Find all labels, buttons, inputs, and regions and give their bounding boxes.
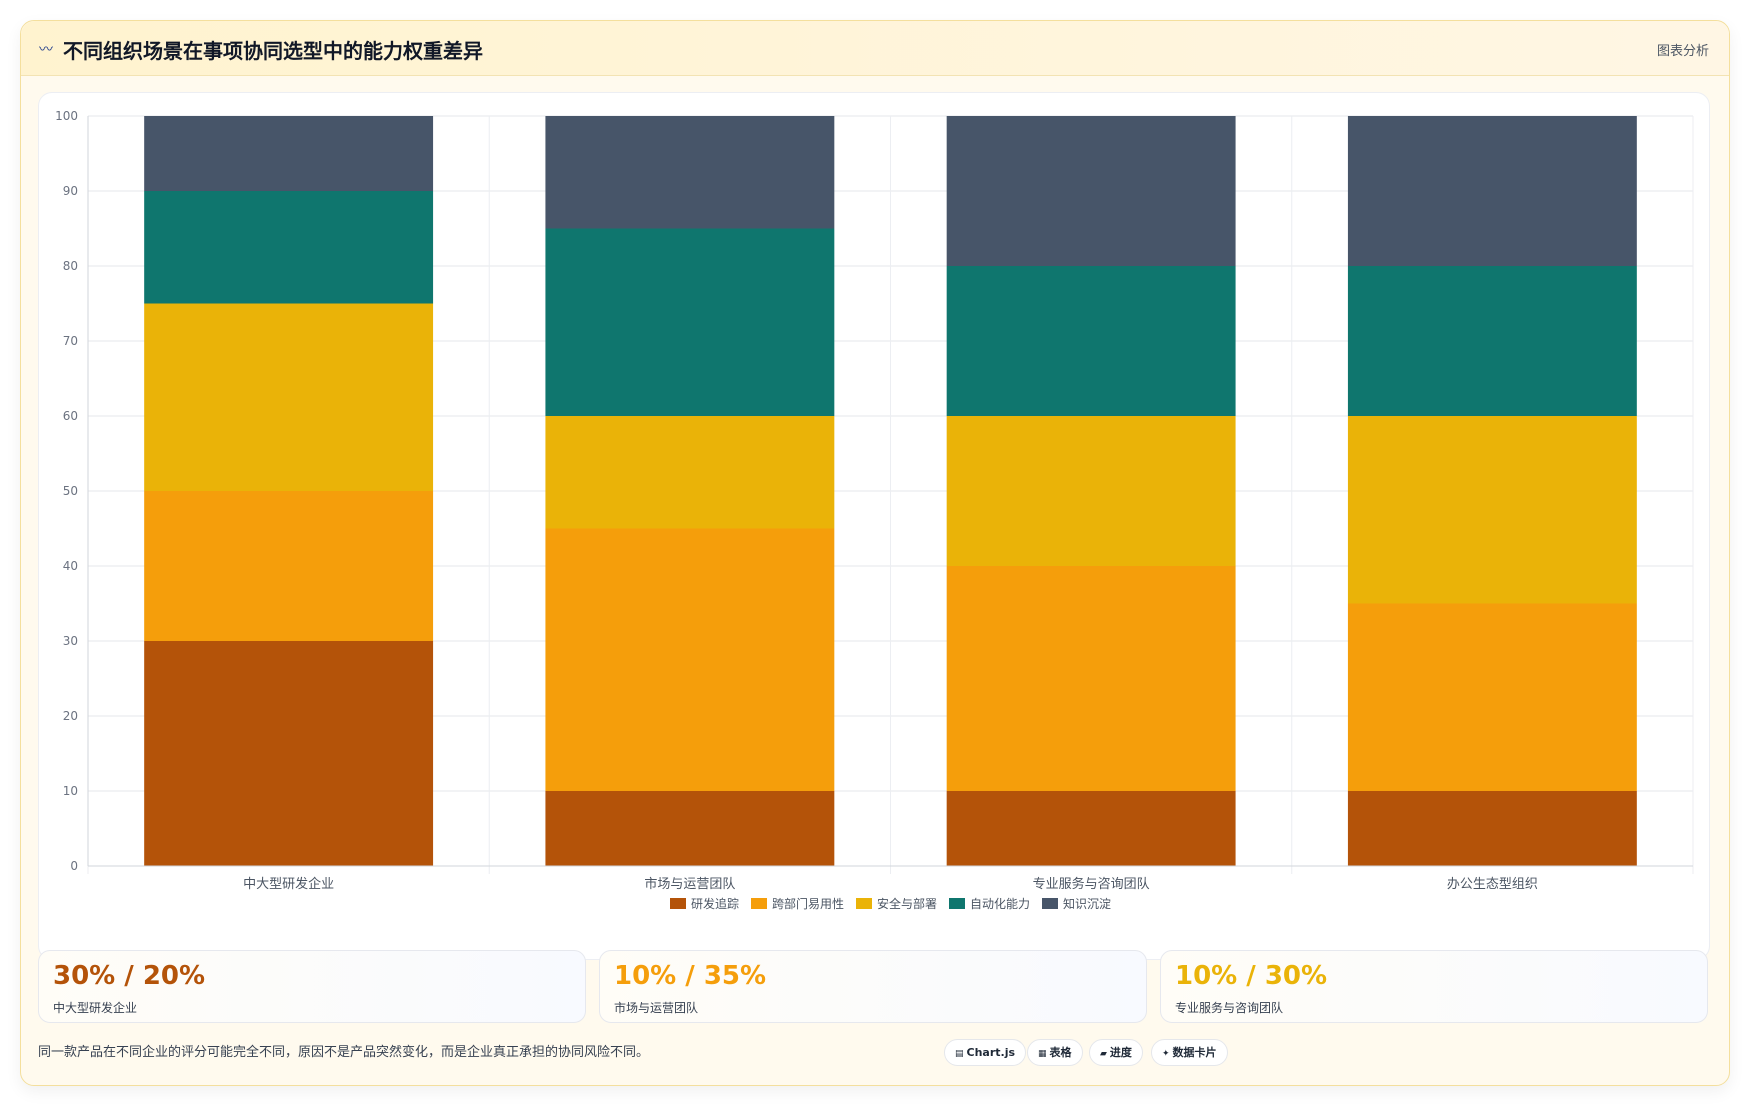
legend-label: 研发追踪	[691, 896, 739, 911]
legend-swatch	[856, 898, 872, 909]
y-tick-label: 60	[63, 409, 78, 423]
bar-segment	[545, 528, 835, 791]
y-tick-label: 0	[70, 859, 78, 873]
progress-icon: ▰	[1100, 1049, 1107, 1059]
chart-card: 0 10 20 30 40 50 60 70 80 90 100 中大型研发企业 市场与运营团队 专业服务…	[38, 92, 1710, 960]
y-tick-label: 80	[63, 259, 78, 273]
page-title: 不同组织场景在事项协同选型中的能力权重差异	[63, 39, 483, 63]
chart-icon: ▤	[955, 1049, 964, 1059]
card-icon: ✦	[1162, 1049, 1170, 1059]
chip-label: 数据卡片	[1172, 1046, 1217, 1059]
kpi-label: 专业服务与咨询团队	[1175, 1001, 1284, 1015]
wave-icon: 〰	[39, 42, 53, 58]
kpi-row: 30% / 20% 中大型研发企业 10% / 35% 市场与运营团队 10% …	[38, 950, 1710, 1024]
bar-segment	[144, 191, 434, 304]
bar-segment	[144, 116, 434, 191]
bar-segment	[946, 116, 1236, 266]
legend-swatch	[670, 898, 686, 909]
kpi-card-consulting: 10% / 30% 专业服务与咨询团队	[1160, 950, 1708, 1023]
chip-progress[interactable]: ▰ 进度	[1089, 1039, 1143, 1066]
x-tick-label: 专业服务与咨询团队	[1033, 876, 1150, 892]
stacked-bar-chart: 0 10 20 30 40 50 60 70 80 90 100 中大型研发企业 市场与运营团队 专业服务…	[55, 109, 1694, 911]
bar-segment	[545, 116, 835, 229]
bar-segment	[946, 566, 1236, 791]
bar-segment	[144, 491, 434, 641]
kpi-value: 10% / 30%	[1175, 961, 1328, 991]
legend-swatch	[949, 898, 965, 909]
legend-swatch	[1042, 898, 1058, 909]
kpi-card-rd: 30% / 20% 中大型研发企业	[38, 950, 586, 1023]
table-icon: ▦	[1038, 1049, 1047, 1059]
chip-datacard[interactable]: ✦ 数据卡片	[1151, 1039, 1228, 1066]
kpi-value: 10% / 35%	[614, 961, 767, 991]
y-tick-label: 30	[63, 634, 78, 648]
bar-segment	[1347, 416, 1637, 604]
y-tick-label: 50	[63, 484, 78, 498]
x-tick-label: 市场与运营团队	[644, 876, 735, 892]
bar-segment	[1347, 791, 1637, 866]
bar-segment	[946, 266, 1236, 416]
bar-segment	[144, 641, 434, 866]
analysis-tag[interactable]: 图表分析	[1656, 44, 1709, 59]
bar-segment	[946, 791, 1236, 866]
legend-label: 安全与部署	[877, 896, 937, 911]
kpi-label: 市场与运营团队	[614, 1001, 699, 1015]
y-tick-label: 100	[55, 109, 78, 123]
chip-label: Chart.js	[966, 1046, 1016, 1059]
chip-table[interactable]: ▦ 表格	[1027, 1039, 1083, 1066]
y-tick-label: 10	[63, 784, 78, 798]
chip-chartjs[interactable]: ▤ Chart.js	[944, 1039, 1027, 1066]
y-tick-label: 20	[63, 709, 78, 723]
y-tick-label: 90	[63, 184, 78, 198]
y-tick-label: 40	[63, 559, 78, 573]
bar-segment	[1347, 266, 1637, 416]
legend-swatch	[751, 898, 767, 909]
bar-segment	[946, 416, 1236, 566]
legend-label: 自动化能力	[970, 897, 1030, 911]
bar-segment	[545, 791, 835, 866]
kpi-card-marketing: 10% / 35% 市场与运营团队	[599, 950, 1147, 1023]
bar-segment	[1347, 116, 1637, 266]
x-tick-label: 中大型研发企业	[243, 876, 334, 892]
chip-label: 表格	[1049, 1046, 1072, 1059]
x-tick-label: 办公生态型组织	[1447, 877, 1538, 892]
legend-label: 跨部门易用性	[772, 896, 844, 911]
y-tick-label: 70	[63, 334, 78, 348]
kpi-value: 30% / 20%	[53, 961, 206, 991]
panel-header: 〰 不同组织场景在事项协同选型中的能力权重差异 图表分析	[21, 21, 1729, 76]
kpi-label: 中大型研发企业	[53, 1001, 138, 1015]
bar-segment	[545, 416, 835, 529]
legend-label: 知识沉淀	[1063, 897, 1111, 911]
bar-segment	[545, 228, 835, 416]
chip-label: 进度	[1109, 1046, 1132, 1059]
bar-segment	[144, 303, 434, 491]
bar-segment	[1347, 603, 1637, 791]
footer-note: 同一款产品在不同企业的评分可能完全不同，原因不是产品突然变化，而是企业真正承担的…	[38, 1045, 650, 1060]
